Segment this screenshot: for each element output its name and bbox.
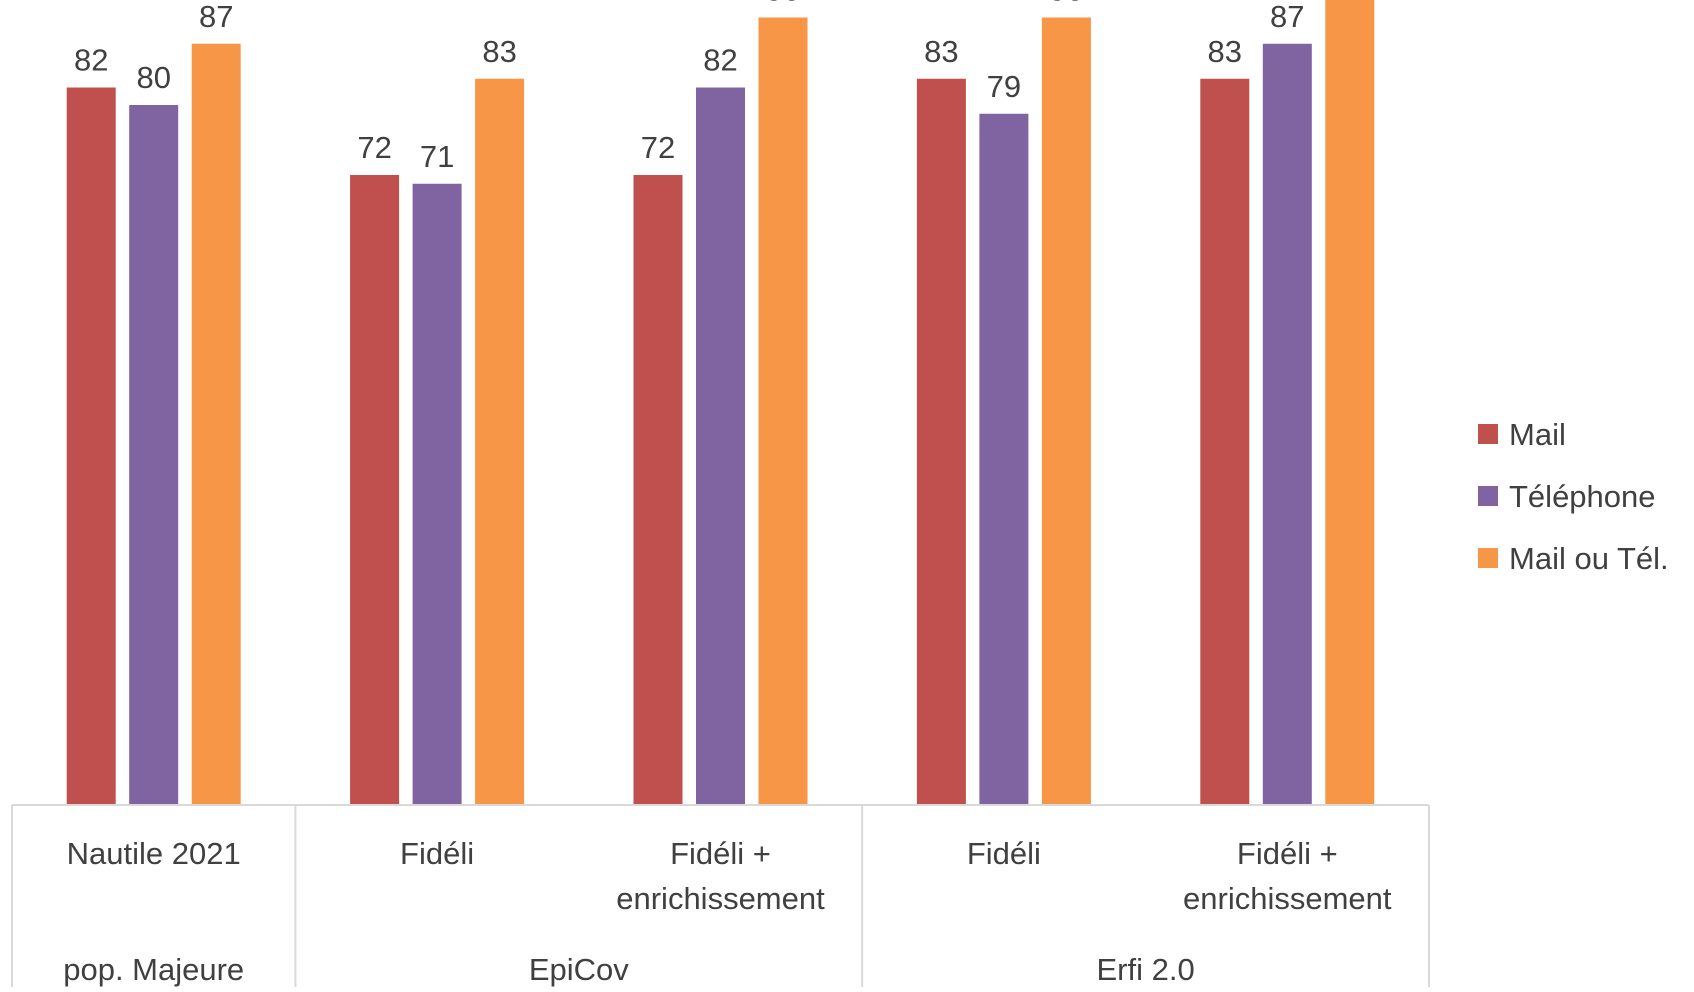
data-label: 90 (766, 0, 800, 8)
category-label: Fidéli (967, 836, 1041, 871)
bar (350, 175, 400, 805)
category-label: enrichissement (1183, 881, 1392, 916)
bar (1041, 17, 1091, 805)
category-label: Fidéli + (1237, 836, 1338, 871)
data-label: 83 (1208, 34, 1242, 69)
bar (758, 17, 808, 805)
bar (129, 105, 179, 805)
bar (191, 43, 241, 805)
category-label: Nautile 2021 (67, 836, 241, 871)
legend-label: Mail ou Tél. (1509, 541, 1669, 576)
bar (1262, 43, 1312, 805)
data-label: 87 (199, 0, 233, 34)
bar (979, 113, 1029, 805)
data-label: 87 (1270, 0, 1304, 34)
data-label: 71 (420, 139, 454, 174)
data-label: 82 (74, 43, 108, 78)
data-label: 83 (924, 34, 958, 69)
category-label: Fidéli (400, 836, 474, 871)
bar (916, 78, 966, 805)
data-label: 72 (357, 130, 391, 165)
legend-label: Mail (1509, 417, 1566, 452)
bar (696, 87, 745, 805)
data-label: 79 (987, 69, 1021, 104)
data-label: 90 (1049, 0, 1083, 8)
bar (633, 175, 683, 805)
legend-swatch (1478, 548, 1498, 568)
legend-label: Téléphone (1509, 479, 1656, 514)
group-label: Erfi 2.0 (1096, 952, 1194, 987)
category-label: enrichissement (616, 881, 825, 916)
group-label: pop. Majeure (63, 952, 244, 987)
bar (1325, 0, 1375, 805)
legend-swatch (1478, 486, 1498, 506)
data-label: 72 (641, 130, 675, 165)
bar (412, 183, 462, 805)
data-label: 83 (482, 34, 516, 69)
bar (66, 87, 116, 805)
bar (1200, 78, 1250, 805)
category-label: Fidéli + (670, 836, 771, 871)
data-label: 80 (136, 60, 170, 95)
data-label: 82 (703, 43, 737, 78)
bar (475, 78, 525, 805)
group-label: EpiCov (529, 952, 629, 987)
legend-swatch (1478, 424, 1498, 444)
